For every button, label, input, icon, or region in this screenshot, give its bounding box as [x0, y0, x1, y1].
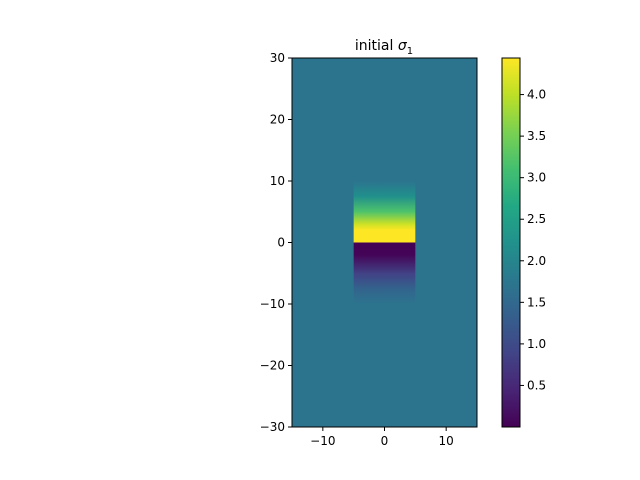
- x-tick-label: −10: [310, 434, 335, 448]
- colorbar-tick-label: 1.0: [527, 337, 546, 351]
- colorbar-tick-label: 0.5: [527, 378, 546, 392]
- y-tick-label: 20: [270, 113, 285, 127]
- colorbar-tick-label: 4.0: [527, 88, 546, 102]
- y-tick-label: −20: [260, 359, 285, 373]
- y-axis: −30 −20 −10 0 10 20 30: [260, 51, 292, 434]
- x-axis: −10 0 10: [310, 427, 454, 448]
- y-tick-label: −10: [260, 297, 285, 311]
- colorbar-tick-label: 2.0: [527, 254, 546, 268]
- y-tick-label: −30: [260, 420, 285, 434]
- chart-title-symbol: σ: [398, 38, 408, 54]
- chart-title: initial σ1: [355, 38, 413, 57]
- colorbar-tick-label: 3.0: [527, 171, 546, 185]
- x-tick-label: 0: [381, 434, 389, 448]
- colorbar-tick-label: 1.5: [527, 295, 546, 309]
- colorbar-tick-label: 2.5: [527, 212, 546, 226]
- plot-area: [291, 57, 478, 428]
- colorbar-tick-label: 3.5: [527, 129, 546, 143]
- y-tick-label: 0: [277, 236, 285, 250]
- chart-title-subscript: 1: [407, 46, 413, 57]
- colorbar-frame: [501, 57, 521, 428]
- colorbar-axis: 0.5 1.0 1.5 2.0 2.5 3.0 3.5 4.0: [520, 88, 546, 392]
- colorbar-fill: [502, 58, 520, 427]
- colorbar: [501, 57, 521, 428]
- heatmap-block: [353, 181, 416, 304]
- x-tick-label: 10: [439, 434, 454, 448]
- y-tick-label: 10: [270, 174, 285, 188]
- chart-title-main: initial: [355, 38, 394, 54]
- y-tick-label: 30: [270, 51, 285, 65]
